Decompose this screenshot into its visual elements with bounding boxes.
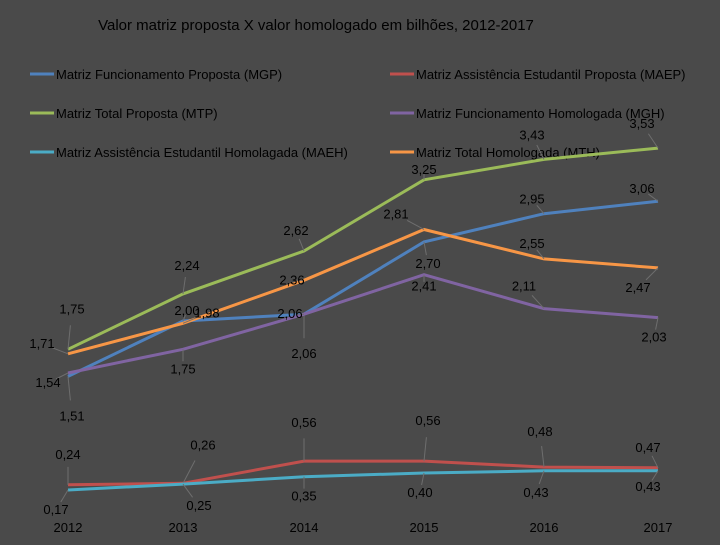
data-label: 2,70 [415, 256, 440, 271]
x-tick-label: 2012 [54, 520, 83, 535]
data-label-leader [536, 249, 545, 260]
data-label-leader [60, 489, 69, 503]
data-label-leader [52, 347, 69, 355]
legend-entry-series-1: Matriz Funcionamento Proposta (MGP) [30, 67, 282, 82]
data-label-leader [651, 455, 659, 469]
legend-entry-series-2: Matriz Assistência Estudantil Proposta (… [390, 67, 686, 82]
data-label-leader [182, 277, 186, 294]
data-label: 3,43 [519, 127, 544, 142]
legend-label: Matriz Total Homologada (MTH) [416, 145, 600, 160]
data-label-leader [536, 144, 545, 160]
data-label-leader [531, 295, 545, 309]
series-line [67, 227, 659, 356]
data-label: 2,81 [383, 206, 408, 221]
legend-label: Matriz Funcionamento Proposta (MGP) [56, 67, 282, 82]
data-label: 2,06 [277, 306, 302, 321]
data-label: 1,75 [170, 361, 195, 376]
series-line [67, 273, 659, 375]
x-tick-label: 2014 [290, 520, 319, 535]
data-label-leader [541, 446, 545, 468]
data-label: 2,11 [512, 279, 536, 294]
data-label: 2,62 [283, 223, 308, 238]
series-line [67, 459, 659, 487]
data-label: 1,54 [35, 375, 60, 390]
data-label-leader [538, 470, 545, 485]
data-label: 0,56 [415, 413, 440, 428]
data-label: 0,43 [635, 479, 660, 494]
legend-entry-series-6: Matriz Total Homologada (MTH) [390, 145, 600, 160]
series-4: 1,54 1,75 2,06 2,41 2,11 2,03 [35, 273, 667, 390]
legend: Matriz Funcionamento Proposta (MGP) Matri… [30, 67, 686, 160]
data-label-leader [655, 317, 659, 330]
series-line [67, 146, 659, 351]
legend-label: Matriz Assistência Estudantil Homolagada… [56, 145, 348, 160]
data-label: 2,47 [625, 280, 650, 295]
legend-label: Matriz Funcionamento Homologada (MGH) [416, 106, 665, 121]
data-label-leader [182, 316, 198, 324]
x-tick-label: 2013 [169, 520, 198, 535]
data-label: 1,98 [194, 305, 219, 320]
data-label: 0,48 [527, 424, 552, 439]
data-label-leader [182, 483, 194, 498]
data-label: 0,40 [407, 485, 432, 500]
data-label: 2,24 [174, 258, 199, 273]
data-label-leader [298, 238, 305, 252]
series-3: 1,75 2,24 2,62 3,25 3,43 3,53 [59, 116, 659, 351]
x-tick-label: 2017 [644, 520, 673, 535]
x-axis: 2012 2013 2014 2015 2016 2017 [54, 520, 673, 535]
legend-entry-series-3: Matriz Total Proposta (MTP) [30, 106, 218, 121]
data-label: 2,55 [519, 236, 544, 251]
data-label-leader [423, 437, 427, 462]
data-label: 3,53 [629, 116, 654, 131]
data-label: 2,00 [174, 303, 199, 318]
data-label-leader [182, 460, 196, 484]
x-tick-label: 2015 [410, 520, 439, 535]
data-label: 1,75 [59, 301, 84, 316]
legend-label: Matriz Assistência Estudantil Proposta (… [416, 67, 686, 82]
series-2: 0,24 0,26 0,56 0,56 0,48 0,47 [55, 413, 661, 487]
series-5: 0,17 0,25 0,35 0,40 0,43 0,43 [43, 469, 661, 517]
data-label: 2,03 [641, 330, 666, 345]
series-1: 1,51 2,00 2,06 2,70 2,95 3,06 [59, 181, 659, 423]
data-label-leader [182, 314, 186, 322]
series-line [67, 199, 659, 378]
data-label-leader [651, 470, 659, 481]
data-label-leader [648, 193, 659, 202]
legend-entry-series-5: Matriz Assistência Estudantil Homolagada… [30, 145, 348, 160]
x-tick-label: 2016 [530, 520, 559, 535]
data-label: 0,26 [190, 437, 215, 452]
data-label-leader [55, 372, 69, 380]
data-label: 0,24 [55, 447, 80, 462]
data-label: 2,95 [519, 192, 544, 207]
series-line [67, 469, 658, 492]
data-label: 3,06 [629, 181, 654, 196]
data-label-leader [423, 241, 427, 256]
data-label: 2,06 [291, 346, 316, 361]
data-label: 3,25 [411, 162, 436, 177]
data-label-leader [67, 376, 71, 401]
data-label: 0,17 [43, 502, 68, 517]
data-label: 0,25 [186, 498, 211, 513]
data-label: 0,56 [291, 415, 316, 430]
data-label: 0,43 [523, 485, 548, 500]
legend-label: Matriz Total Proposta (MTP) [56, 106, 218, 121]
data-label: 2,41 [411, 279, 436, 294]
data-label-leader [406, 220, 425, 230]
chart-title: Valor matriz proposta X valor homologado… [98, 17, 534, 34]
data-label-leader [421, 472, 425, 486]
data-label-leader [536, 204, 545, 214]
data-label: 0,47 [635, 440, 660, 455]
data-label-leader [67, 325, 71, 350]
data-label: 2,36 [279, 272, 304, 287]
series-6: 1,71 1,98 2,36 2,81 2,55 2,47 [29, 206, 659, 356]
data-label: 0,35 [291, 489, 316, 504]
legend-entry-series-4: Matriz Funcionamento Homologada (MGH) [390, 106, 665, 121]
data-label-leader [645, 267, 659, 281]
series-layer: 1,51 2,00 2,06 2,70 2,95 3,06 0,24 0,26 0,56 0,56… [29, 116, 666, 517]
data-label: 1,71 [29, 336, 54, 351]
data-label: 1,51 [59, 408, 84, 423]
data-label-leader [647, 133, 659, 149]
